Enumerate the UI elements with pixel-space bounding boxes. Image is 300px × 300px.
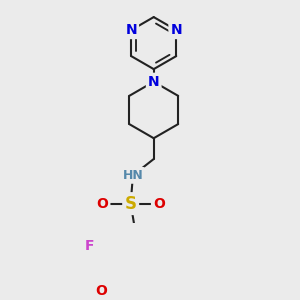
Text: O: O bbox=[97, 196, 108, 211]
Text: N: N bbox=[148, 75, 160, 89]
Text: N: N bbox=[170, 23, 182, 37]
Text: S: S bbox=[125, 195, 137, 213]
Text: O: O bbox=[95, 284, 107, 298]
Text: F: F bbox=[84, 239, 94, 253]
Text: HN: HN bbox=[122, 169, 143, 182]
Text: O: O bbox=[153, 196, 165, 211]
Text: N: N bbox=[125, 23, 137, 37]
